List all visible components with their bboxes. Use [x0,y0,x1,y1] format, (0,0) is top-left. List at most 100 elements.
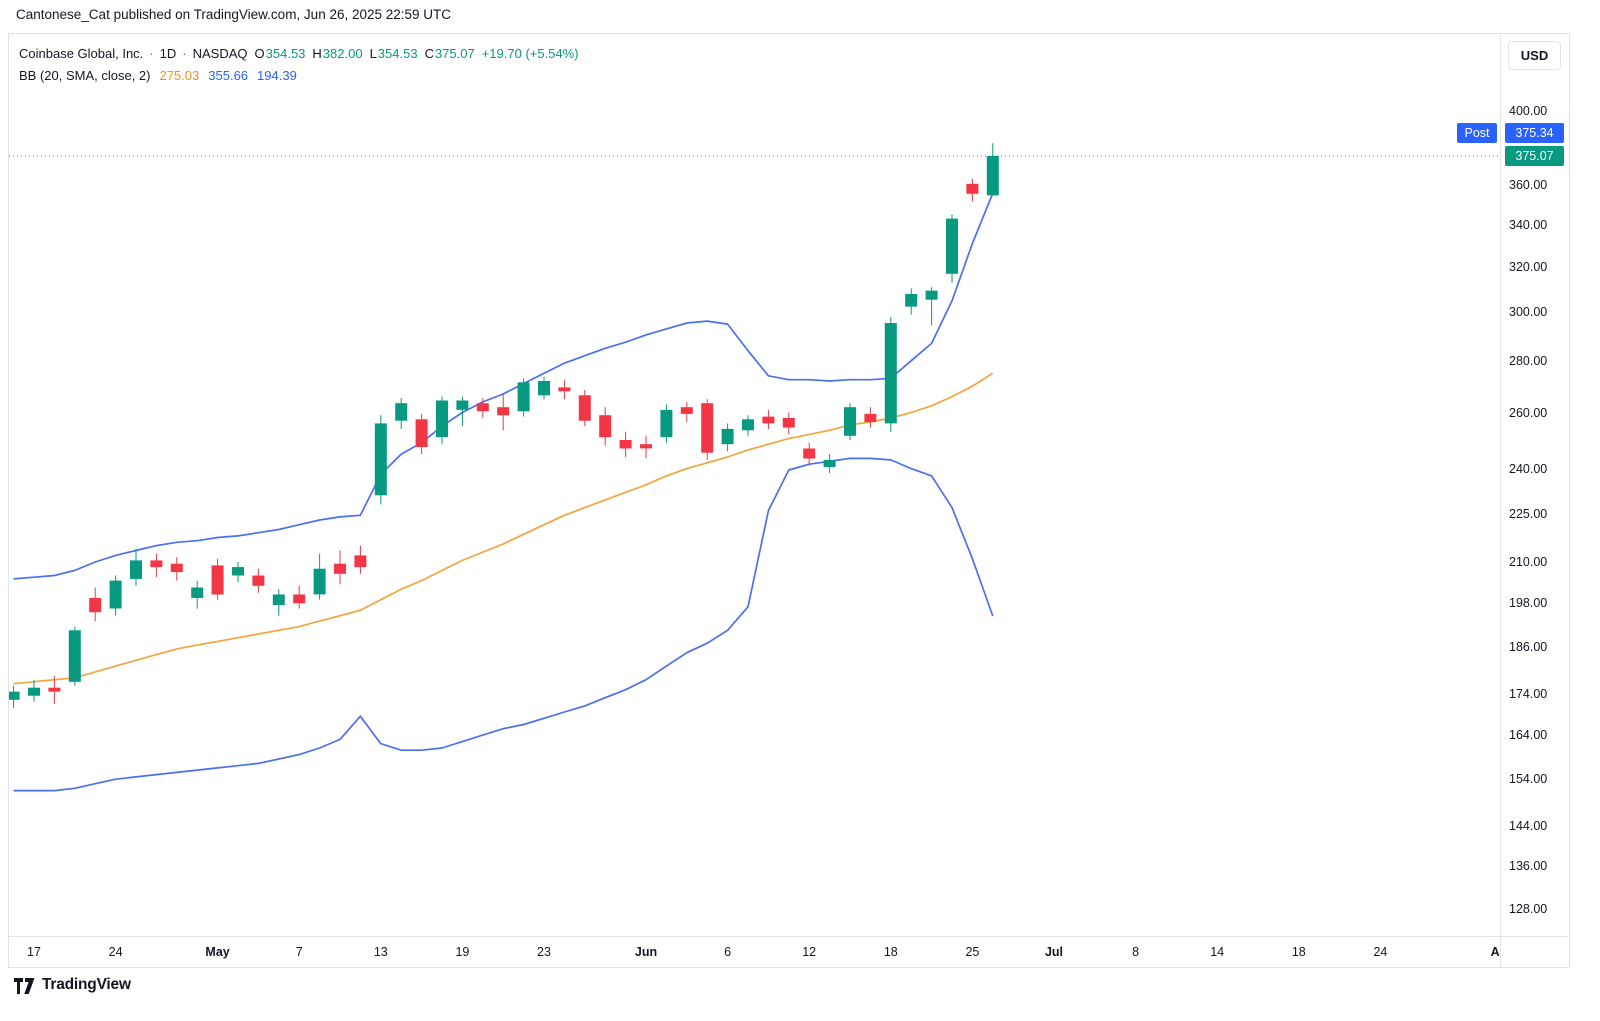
time-tick-label: 23 [537,945,551,959]
time-tick-label: 24 [1373,945,1388,959]
time-tick-label: 24 [108,945,123,959]
close-value: 375.07 [434,45,475,61]
time-tick-label: Jul [1044,945,1064,959]
price-tick-label: 225.00 [1509,506,1548,521]
candle-body [170,563,183,573]
separator-dot: · [149,45,154,61]
currency-toggle-button[interactable]: USD [1508,41,1561,70]
time-tick-label: 17 [27,945,41,959]
time-tick-label: 25 [965,945,980,959]
post-price-label: 375.34 [1505,123,1564,143]
high-label: H [312,45,322,61]
candle-body [354,555,367,568]
candle-body [28,687,40,696]
price-tick-label: 174.00 [1509,686,1548,701]
candle-body [436,400,448,438]
bb-lower-band [13,457,994,792]
candle-body [660,409,673,438]
candle-body [680,407,693,414]
candle-body [293,594,306,604]
symbol-title: Coinbase Global, Inc. [19,45,144,61]
candle-body [782,418,795,428]
bb-upper-value: 355.66 [208,67,249,83]
candle-body [150,560,163,568]
price-axis[interactable]: USD 375.34 375.07 400.00 360.00 340.00 320.… [1501,34,1568,936]
time-tick-label: 14 [1210,945,1225,959]
candle-body [578,395,591,421]
time-tick-label: May [205,945,230,959]
ohlc-high: H382.00 [312,46,362,61]
interval-label: 1D [159,45,177,61]
candle-body [701,403,714,453]
time-tick-label: 13 [373,945,388,959]
price-tick-label: 128.00 [1509,901,1548,916]
exchange-label: NASDAQ [192,45,248,61]
candle-body [374,423,387,496]
time-tick-label: 18 [883,945,898,959]
candle-body [803,448,816,459]
price-tick-label: 400.00 [1509,104,1548,118]
price-tick-label: 154.00 [1509,772,1548,787]
candle-body [130,560,142,579]
candle-body [313,568,326,595]
candle-body [48,687,61,692]
candle-body [538,381,550,396]
time-tick-label: 18 [1291,945,1306,959]
price-tick-label: 136.00 [1509,859,1548,874]
tradingview-logo-icon[interactable] [14,977,36,994]
symbol-legend-row[interactable]: Coinbase Global, Inc. · 1D · NASDAQ O354… [19,42,579,64]
candle-body [252,575,265,586]
candlestick-chart[interactable] [9,34,1501,936]
candle-body [476,403,489,412]
tradingview-brand[interactable]: TradingView [42,976,131,993]
bb-basis-value: 275.03 [159,67,200,83]
candle-body [640,444,652,449]
price-axis-separator [1500,34,1501,967]
low-label: L [369,45,377,61]
price-tick-label: 186.00 [1509,640,1548,654]
byline-text: Cantonese_Cat published on TradingView.c… [16,7,452,22]
candle-body [232,567,244,576]
separator-dot: · [182,45,187,61]
chart-widget: Coinbase Global, Inc. · 1D · NASDAQ O354… [8,33,1570,968]
candle-body [9,691,20,700]
time-tick-label: 8 [1132,945,1140,959]
candle-body [415,419,428,447]
indicator-legend-row[interactable]: BB (20, SMA, close, 2) 275.03 355.66 194… [19,64,579,86]
time-tick-label: Jun [634,945,658,959]
price-tick-label: 340.00 [1509,217,1548,232]
price-tick-label: 320.00 [1509,260,1548,275]
candle-body [109,580,122,609]
time-axis-separator [9,936,1567,937]
ohlc-close: C375.07 [425,46,475,61]
price-tick-label: 300.00 [1509,305,1548,320]
time-axis[interactable]: 17 24 May 7 13 19 23 Jun 6 12 18 25 Jul 8 14 18 24 Aug [9,937,1500,967]
post-session-badge: Post [1457,123,1497,143]
price-tick-label: 280.00 [1509,353,1548,368]
bb-basis-line [13,372,994,685]
candle-body [925,290,938,300]
change-value: +19.70 (+5.54%) [481,45,579,61]
open-label: O [254,45,265,61]
open-value: 354.53 [265,45,306,61]
candle-body [762,416,775,424]
price-tick-label: 144.00 [1509,819,1548,834]
ohlc-open: O354.53 [255,46,306,61]
high-value: 382.00 [322,45,363,61]
candle-body [966,183,979,194]
candle-body [68,630,81,682]
indicator-title: BB (20, SMA, close, 2) [19,67,151,83]
candle-body [558,387,571,392]
candle-body [395,403,408,421]
candle-body [599,415,612,438]
candle-body [89,598,102,613]
price-tick-label: 260.00 [1509,405,1548,420]
time-tick-label: 19 [455,945,470,959]
price-tick-label: 210.00 [1509,555,1548,569]
candle-body [844,407,856,436]
candle-body [619,440,632,449]
candle-body [191,587,204,598]
candle-body [905,294,918,307]
candle-body [946,218,958,274]
